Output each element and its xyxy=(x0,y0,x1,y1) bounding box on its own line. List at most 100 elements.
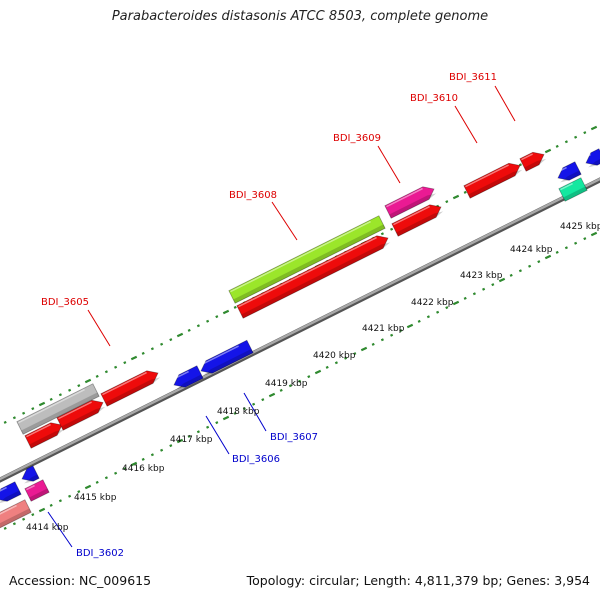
leader-line xyxy=(494,85,516,122)
minor-tick xyxy=(104,476,108,480)
backbone-highlight xyxy=(0,177,600,481)
major-tick xyxy=(590,231,598,237)
minor-tick xyxy=(380,232,384,236)
minor-tick xyxy=(279,388,283,392)
minor-tick xyxy=(95,480,99,484)
minor-tick xyxy=(123,361,127,365)
leader-line xyxy=(454,105,478,144)
minor-tick xyxy=(150,453,154,457)
gene-feature xyxy=(24,422,65,449)
kbp-tick-label: 4418 kbp xyxy=(217,407,260,417)
minor-tick xyxy=(58,393,62,397)
minor-tick xyxy=(252,402,256,406)
gene-bdi-3610 xyxy=(463,162,523,199)
major-tick xyxy=(84,484,92,490)
gene-bdi-3611 xyxy=(519,151,547,172)
minor-tick xyxy=(445,306,449,310)
minor-tick xyxy=(555,250,559,254)
gene-bdi-3609 xyxy=(384,186,437,219)
label-leader-lines xyxy=(47,85,516,548)
major-tick xyxy=(406,323,414,329)
gene-feature xyxy=(558,177,588,202)
gene-feature xyxy=(556,161,582,183)
minor-tick xyxy=(141,457,145,461)
minor-tick xyxy=(528,264,532,268)
kbp-tick-label: 4421 kbp xyxy=(362,324,405,334)
minor-tick xyxy=(150,347,154,351)
labels: 4414 kbp 4415 kbp 4416 kbp 4417 kbp 4418 kbp… xyxy=(26,72,600,559)
major-tick xyxy=(222,309,230,315)
gene-bdi-3605 xyxy=(100,370,161,407)
minor-tick xyxy=(114,471,118,475)
gene-label-bdi-3610: BDI_3610 xyxy=(410,93,458,104)
minor-tick xyxy=(22,517,26,521)
minor-tick xyxy=(95,374,99,378)
minor-tick xyxy=(574,241,578,245)
minor-tick xyxy=(58,499,62,503)
minor-tick xyxy=(325,365,329,369)
minor-tick xyxy=(160,342,164,346)
minor-tick xyxy=(564,140,568,144)
minor-tick xyxy=(482,287,486,291)
major-tick xyxy=(590,125,598,131)
minor-tick xyxy=(445,200,449,204)
minor-tick xyxy=(215,421,219,425)
leader-line xyxy=(87,309,111,347)
minor-tick xyxy=(390,227,394,231)
minor-tick xyxy=(114,365,118,369)
gene-feature xyxy=(0,499,32,529)
minor-tick xyxy=(390,333,394,337)
minor-tick xyxy=(196,324,200,328)
minor-tick xyxy=(583,131,587,135)
major-tick xyxy=(222,415,230,421)
minor-tick xyxy=(104,370,108,374)
minor-tick xyxy=(68,494,72,498)
minor-tick xyxy=(187,434,191,438)
minor-tick xyxy=(233,411,237,415)
kbp-tick-label: 4420 kbp xyxy=(313,351,356,361)
minor-tick xyxy=(49,503,53,507)
minor-tick xyxy=(12,522,16,526)
gene-features xyxy=(0,148,600,529)
major-tick xyxy=(130,355,138,361)
major-tick xyxy=(38,507,46,513)
major-tick xyxy=(84,378,92,384)
major-tick xyxy=(452,300,460,306)
minor-tick xyxy=(288,384,292,388)
leader-line xyxy=(271,201,298,241)
gene-label-bdi-3611: BDI_3611 xyxy=(449,72,497,83)
major-tick xyxy=(544,148,552,154)
minor-tick xyxy=(583,237,587,241)
minor-tick xyxy=(436,310,440,314)
kbp-tick-label: 4415 kbp xyxy=(74,493,117,503)
minor-tick xyxy=(3,420,7,424)
minor-tick xyxy=(169,338,173,342)
genome-backbone xyxy=(0,177,600,483)
minor-tick xyxy=(68,388,72,392)
gene-feature xyxy=(391,204,444,237)
minor-tick xyxy=(141,351,145,355)
minor-tick xyxy=(307,375,311,379)
major-tick xyxy=(314,369,322,375)
minor-tick xyxy=(49,397,53,401)
minor-tick xyxy=(77,384,81,388)
minor-tick xyxy=(555,144,559,148)
minor-tick xyxy=(426,315,430,319)
major-tick xyxy=(360,346,368,352)
gene-feature xyxy=(584,148,600,168)
minor-tick xyxy=(206,319,210,323)
gene-feature xyxy=(20,465,40,484)
minor-tick xyxy=(22,411,26,415)
kbp-tick-label: 4417 kbp xyxy=(170,435,213,445)
kbp-tick-label: 4416 kbp xyxy=(122,464,165,474)
minor-tick xyxy=(31,407,35,411)
minor-tick xyxy=(3,526,7,530)
minor-tick xyxy=(31,513,35,517)
minor-tick xyxy=(417,319,421,323)
minor-tick xyxy=(187,328,191,332)
gene-bdi-3608 xyxy=(228,215,386,304)
minor-tick xyxy=(371,342,375,346)
minor-tick xyxy=(574,135,578,139)
minor-tick xyxy=(196,430,200,434)
